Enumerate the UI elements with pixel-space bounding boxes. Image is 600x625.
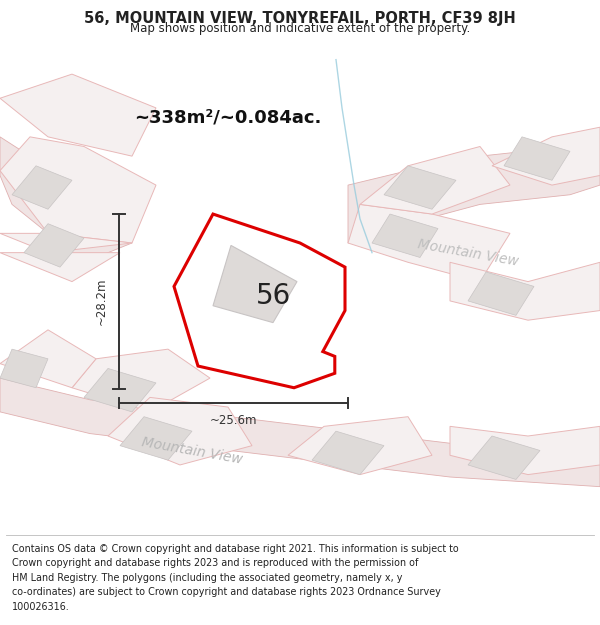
Polygon shape: [0, 74, 156, 156]
Polygon shape: [504, 137, 570, 180]
Polygon shape: [468, 436, 540, 479]
Polygon shape: [84, 369, 156, 412]
Polygon shape: [312, 431, 384, 474]
Polygon shape: [360, 146, 510, 214]
Polygon shape: [213, 246, 297, 322]
Polygon shape: [0, 378, 600, 487]
Polygon shape: [174, 214, 345, 388]
Polygon shape: [450, 426, 600, 474]
Text: Contains OS data © Crown copyright and database right 2021. This information is : Contains OS data © Crown copyright and d…: [12, 544, 459, 554]
Text: co-ordinates) are subject to Crown copyright and database rights 2023 Ordnance S: co-ordinates) are subject to Crown copyr…: [12, 588, 441, 598]
Polygon shape: [372, 214, 438, 258]
Polygon shape: [468, 272, 534, 316]
Polygon shape: [0, 349, 48, 388]
Polygon shape: [450, 262, 600, 320]
Text: 56, MOUNTAIN VIEW, TONYREFAIL, PORTH, CF39 8JH: 56, MOUNTAIN VIEW, TONYREFAIL, PORTH, CF…: [84, 11, 516, 26]
Text: ~28.2m: ~28.2m: [95, 278, 108, 325]
Text: ~25.6m: ~25.6m: [209, 414, 257, 427]
Text: 100026316.: 100026316.: [12, 602, 70, 612]
Polygon shape: [108, 398, 252, 465]
Text: Crown copyright and database rights 2023 and is reproduced with the permission o: Crown copyright and database rights 2023…: [12, 558, 418, 568]
Text: Mountain View: Mountain View: [140, 435, 244, 466]
Polygon shape: [120, 417, 192, 460]
Polygon shape: [492, 127, 600, 185]
Polygon shape: [384, 166, 456, 209]
Text: HM Land Registry. The polygons (including the associated geometry, namely x, y: HM Land Registry. The polygons (includin…: [12, 573, 403, 583]
Polygon shape: [348, 137, 600, 243]
Polygon shape: [0, 233, 132, 253]
Text: Mountain View: Mountain View: [416, 237, 520, 268]
Polygon shape: [0, 253, 120, 282]
Polygon shape: [348, 204, 510, 282]
Polygon shape: [0, 137, 156, 243]
Polygon shape: [24, 224, 84, 267]
Polygon shape: [0, 137, 132, 262]
Text: Map shows position and indicative extent of the property.: Map shows position and indicative extent…: [130, 22, 470, 35]
Text: ~338m²/~0.084ac.: ~338m²/~0.084ac.: [134, 109, 322, 126]
Polygon shape: [288, 417, 432, 474]
Polygon shape: [72, 349, 210, 412]
Polygon shape: [12, 166, 72, 209]
Text: 56: 56: [256, 282, 290, 310]
Polygon shape: [0, 330, 96, 388]
